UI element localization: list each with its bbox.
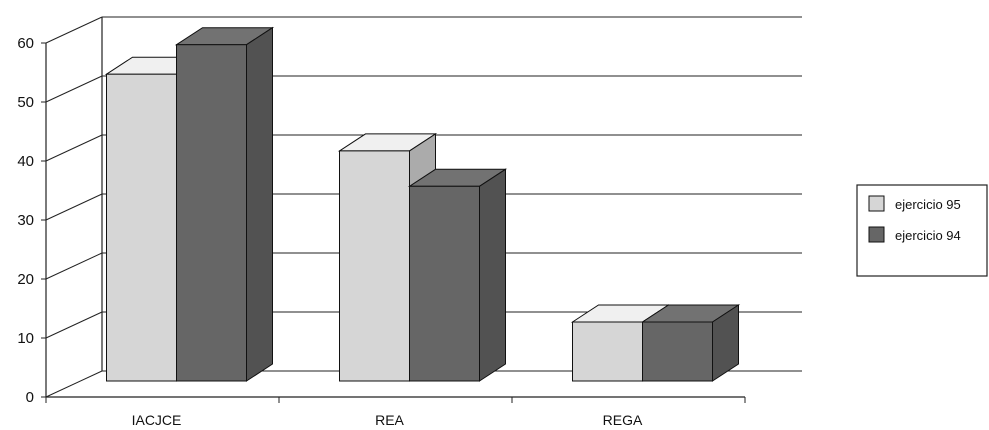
bar-rea-ejercicio-95 [339,150,410,382]
legend-label: ejercicio 95 [895,197,961,212]
gridline-depth [45,252,103,280]
x-tick-label: REGA [603,412,643,428]
bar-rega-ejercicio-95 [572,321,643,382]
y-tick-label: 60 [17,35,34,52]
bar-side [479,168,506,382]
y-tick-label: 30 [17,212,34,229]
legend: ejercicio 95 ejercicio 94 [856,184,988,277]
gridline-depth [45,75,103,103]
y-tick-label: 0 [26,389,34,406]
y-tick-label: 10 [17,330,34,347]
gridline-depth [45,370,103,398]
y-tick-label: 50 [17,94,34,111]
y-tick-label: 40 [17,153,34,170]
gridline-depth [45,193,103,221]
gridline-depth [45,134,103,162]
legend-swatch [868,226,885,243]
x-tick-label: REA [375,412,404,428]
gridline-depth [45,311,103,339]
legend-swatch [868,195,885,212]
bar-iacjce-ejercicio-95 [106,73,177,382]
x-tick-label: IACJCE [132,412,182,428]
legend-label: ejercicio 94 [895,228,961,243]
bar-iacjce-ejercicio-94 [176,44,247,382]
gridline-depth [45,16,103,44]
bar-rea-ejercicio-94 [409,185,480,382]
axis-layer [41,42,746,403]
y-tick-label: 20 [17,271,34,288]
bar-side [246,26,273,382]
labels-layer: 0 10 20 30 40 50 60 IACJCE REA REGA [17,35,643,428]
bars-layer [104,26,741,382]
bar-rega-ejercicio-94 [642,321,713,382]
